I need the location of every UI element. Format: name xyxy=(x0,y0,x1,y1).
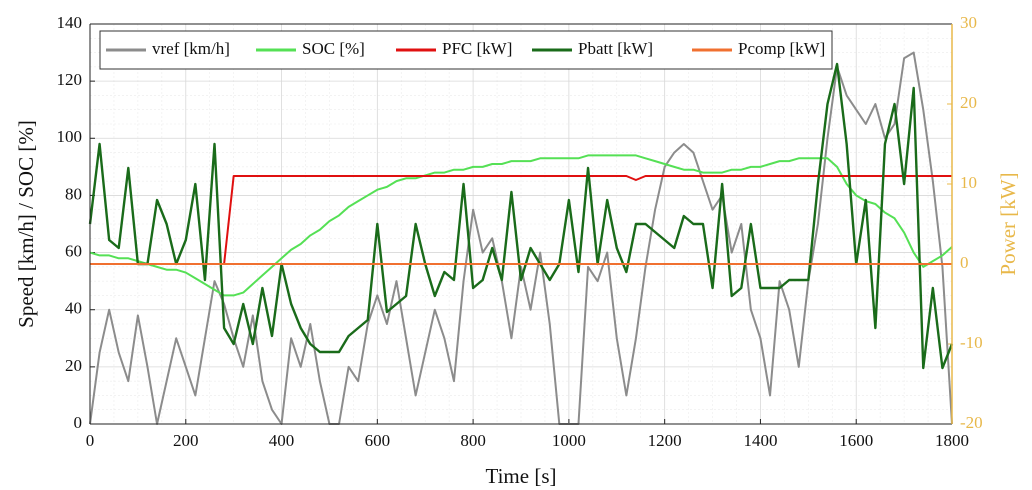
legend-label: SOC [%] xyxy=(302,39,365,58)
series-line xyxy=(90,175,952,265)
y-tick-label: 60 xyxy=(65,241,82,260)
y-tick-label: 20 xyxy=(65,356,82,375)
y-tick-label: 40 xyxy=(65,299,82,318)
y2-tick-label: 30 xyxy=(960,13,977,32)
series-line xyxy=(88,62,954,370)
x-tick-label: 600 xyxy=(365,431,391,450)
y2-axis-label: Power [kW] xyxy=(996,172,1020,275)
x-tick-label: 1400 xyxy=(743,431,777,450)
y-tick-label: 100 xyxy=(57,127,83,146)
y2-tick-label: 20 xyxy=(960,93,977,112)
x-tick-label: 400 xyxy=(269,431,295,450)
series-line xyxy=(89,154,953,297)
legend-label: vref [km/h] xyxy=(152,39,230,58)
x-tick-label: 1800 xyxy=(935,431,969,450)
x-tick-label: 800 xyxy=(460,431,486,450)
y-tick-label: 120 xyxy=(57,70,83,89)
y2-tick-label: -10 xyxy=(960,333,983,352)
x-tick-label: 0 xyxy=(86,431,95,450)
x-tick-label: 1200 xyxy=(648,431,682,450)
x-axis-label: Time [s] xyxy=(486,464,557,488)
x-tick-label: 1600 xyxy=(839,431,873,450)
legend-label: Pbatt [kW] xyxy=(578,39,653,58)
y2-tick-label: 10 xyxy=(960,173,977,192)
x-tick-label: 1000 xyxy=(552,431,586,450)
y-axis-label: Speed [km/h] / SOC [%] xyxy=(14,120,38,328)
y-tick-label: 80 xyxy=(65,184,82,203)
legend-label: Pcomp [kW] xyxy=(738,39,825,58)
x-tick-label: 200 xyxy=(173,431,199,450)
y-tick-label: 0 xyxy=(74,413,83,432)
y2-tick-label: -20 xyxy=(960,413,983,432)
legend-label: PFC [kW] xyxy=(442,39,512,58)
y2-tick-label: 0 xyxy=(960,253,969,272)
y-tick-label: 140 xyxy=(57,13,83,32)
